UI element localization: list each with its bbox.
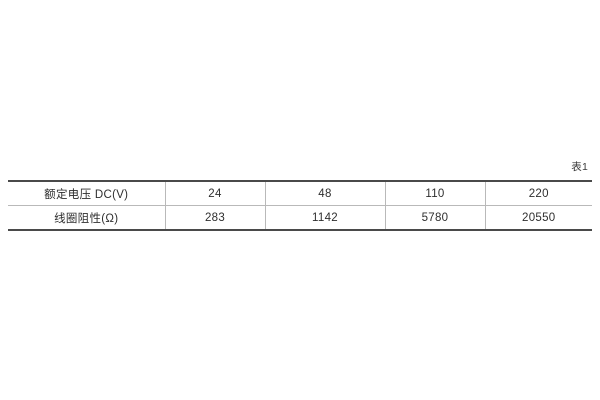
cell-coil-resistance-1: 283 <box>164 205 265 230</box>
cell-coil-resistance-2: 1142 <box>264 205 385 230</box>
cell-rated-voltage-3: 110 <box>384 181 485 206</box>
row-label-rated-voltage: 额定电压 DC(V) <box>44 188 129 201</box>
table-caption: 表1 <box>571 161 588 173</box>
table-row: 额定电压 DC(V) 24 48 110 220 <box>8 181 592 206</box>
relay-coil-spec-table: 额定电压 DC(V) 24 48 110 220 线圈阻性(Ω) 283 114… <box>8 180 592 231</box>
cell-coil-resistance-4: 20550 <box>484 205 592 230</box>
cell-coil-resistance-3: 5780 <box>384 205 485 230</box>
cell-rated-voltage-4: 220 <box>484 181 592 206</box>
row-label-coil-resistance: 线圈阻性(Ω) <box>8 205 165 230</box>
spec-table-block: 表1 额定电压 DC(V) 24 48 110 220 线圈阻性(Ω) 283 … <box>8 160 592 231</box>
cell-rated-voltage-1: 24 <box>164 181 265 206</box>
cell-rated-voltage-2: 48 <box>264 181 385 206</box>
table-row: 线圈阻性(Ω) 283 1142 5780 20550 <box>8 205 592 230</box>
